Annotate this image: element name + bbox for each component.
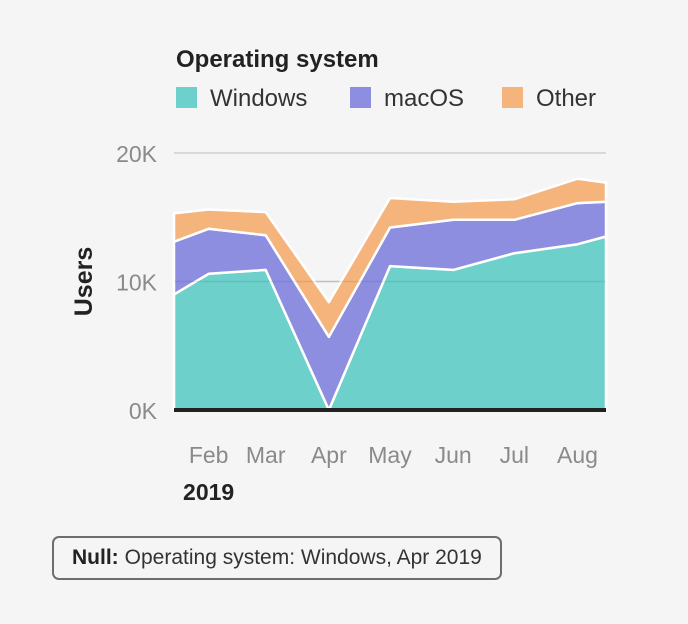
legend-item-windows: Windows [176,85,307,112]
y-tick-label: 10K [116,270,158,296]
tooltip-value: Operating system: Windows, Apr 2019 [124,546,482,569]
series-areas [172,177,608,412]
x-tick-label: Feb [189,442,229,468]
x-tick-label: May [368,442,412,468]
x-tick-label: Aug [557,442,598,468]
legend-item-macos: macOS [350,85,464,112]
null-value-tooltip: Null: Operating system: Windows, Apr 201… [52,536,502,580]
x-tick-label: Mar [246,442,286,468]
tooltip-key: Null: [72,546,119,569]
legend: Operating system Windows macOS Other [176,46,596,112]
stacked-area-chart: Operating system Windows macOS Other 0K 10K… [70,46,608,505]
legend-label: macOS [384,85,464,112]
x-tick-label: Jun [435,442,472,468]
legend-label: Other [536,85,596,112]
legend-item-other: Other [502,85,596,112]
legend-swatch [350,87,371,108]
x-tick-label: Apr [311,442,347,468]
legend-title: Operating system [176,46,379,73]
axes: 0K 10K 20K Feb Mar Apr May Jun Jul Aug 2019 Users [70,141,606,505]
area-other [172,177,608,339]
legend-label: Windows [210,85,307,112]
y-tick-label: 20K [116,141,158,167]
chart-svg: Operating system Windows macOS Other 0K 10K… [70,46,608,505]
legend-swatch [502,87,523,108]
x-year-label: 2019 [183,479,234,505]
y-axis-title: Users [70,247,98,317]
y-tick-label: 0K [129,398,158,424]
legend-swatch [176,87,197,108]
x-tick-label: Jul [500,442,529,468]
